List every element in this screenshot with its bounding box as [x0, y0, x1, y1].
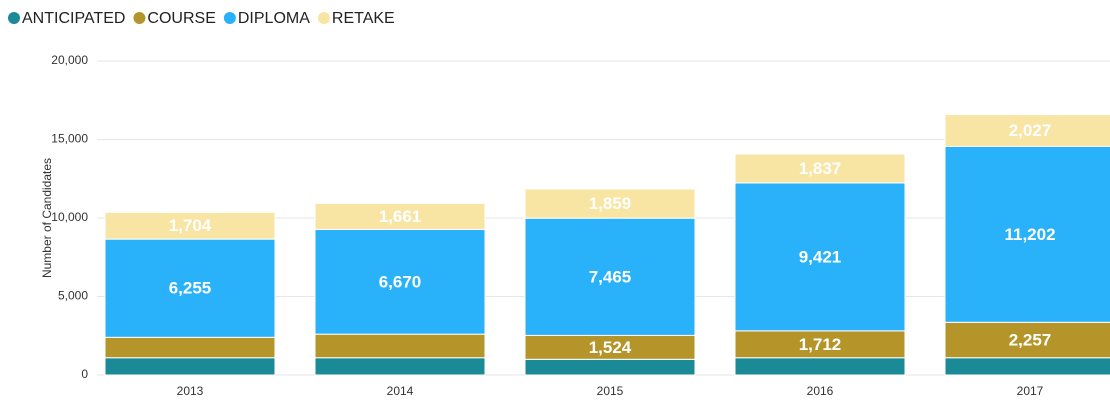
legend-marker [8, 12, 20, 24]
value-label: 6,670 [379, 272, 422, 291]
bar-segment [104, 211, 276, 240]
legend-marker [133, 12, 146, 24]
bar-segment [944, 114, 1110, 147]
bar-segment [104, 336, 276, 359]
y-tick-label: 10,000 [51, 210, 88, 224]
x-tick-label: 2017 [1017, 384, 1044, 398]
bar-segment [314, 228, 486, 335]
x-tick-label: 2016 [807, 384, 834, 398]
value-label: 1,712 [799, 335, 842, 354]
value-label: 1,661 [379, 207, 422, 226]
value-label: 2,027 [1009, 121, 1052, 140]
bar-segment [734, 330, 906, 359]
value-label: 6,255 [169, 279, 212, 298]
x-tick-label: 2013 [177, 384, 204, 398]
bar-segment [314, 333, 486, 359]
bar-segment [524, 217, 696, 336]
value-label: 1,859 [589, 194, 632, 213]
legend-marker [223, 12, 236, 24]
y-axis-label: Number of Candidates [40, 158, 54, 278]
y-tick-label: 5,000 [58, 289, 88, 303]
legend-marker [317, 12, 330, 24]
value-label: 1,704 [169, 216, 212, 235]
bar-segment [734, 182, 906, 332]
y-tick-label: 15,000 [51, 132, 88, 146]
value-label: 2,257 [1009, 330, 1052, 349]
legend-label: RETAKE [332, 10, 395, 27]
value-label: 1,524 [589, 338, 632, 357]
bar-segment [734, 357, 906, 376]
legend-label: COURSE [147, 10, 215, 27]
bar-segment [104, 357, 276, 376]
legend-label: ANTICIPATED [22, 10, 125, 27]
bar-segment [524, 358, 696, 376]
value-label: 7,465 [589, 267, 632, 286]
bar-segment [314, 357, 486, 376]
legend-label: DIPLOMA [238, 10, 310, 27]
bar-segment [524, 188, 696, 219]
y-tick-label: 20,000 [51, 53, 88, 67]
x-tick-label: 2014 [387, 384, 414, 398]
bar-segment [734, 153, 906, 184]
value-label: 11,202 [1004, 225, 1055, 244]
x-tick-label: 2015 [597, 384, 624, 398]
bar-segment [104, 238, 276, 338]
bar-segment [314, 202, 486, 230]
value-label: 9,421 [799, 247, 842, 266]
value-label: 1,837 [799, 159, 842, 178]
bar-segment [944, 357, 1110, 376]
y-tick-label: 0 [81, 367, 88, 381]
